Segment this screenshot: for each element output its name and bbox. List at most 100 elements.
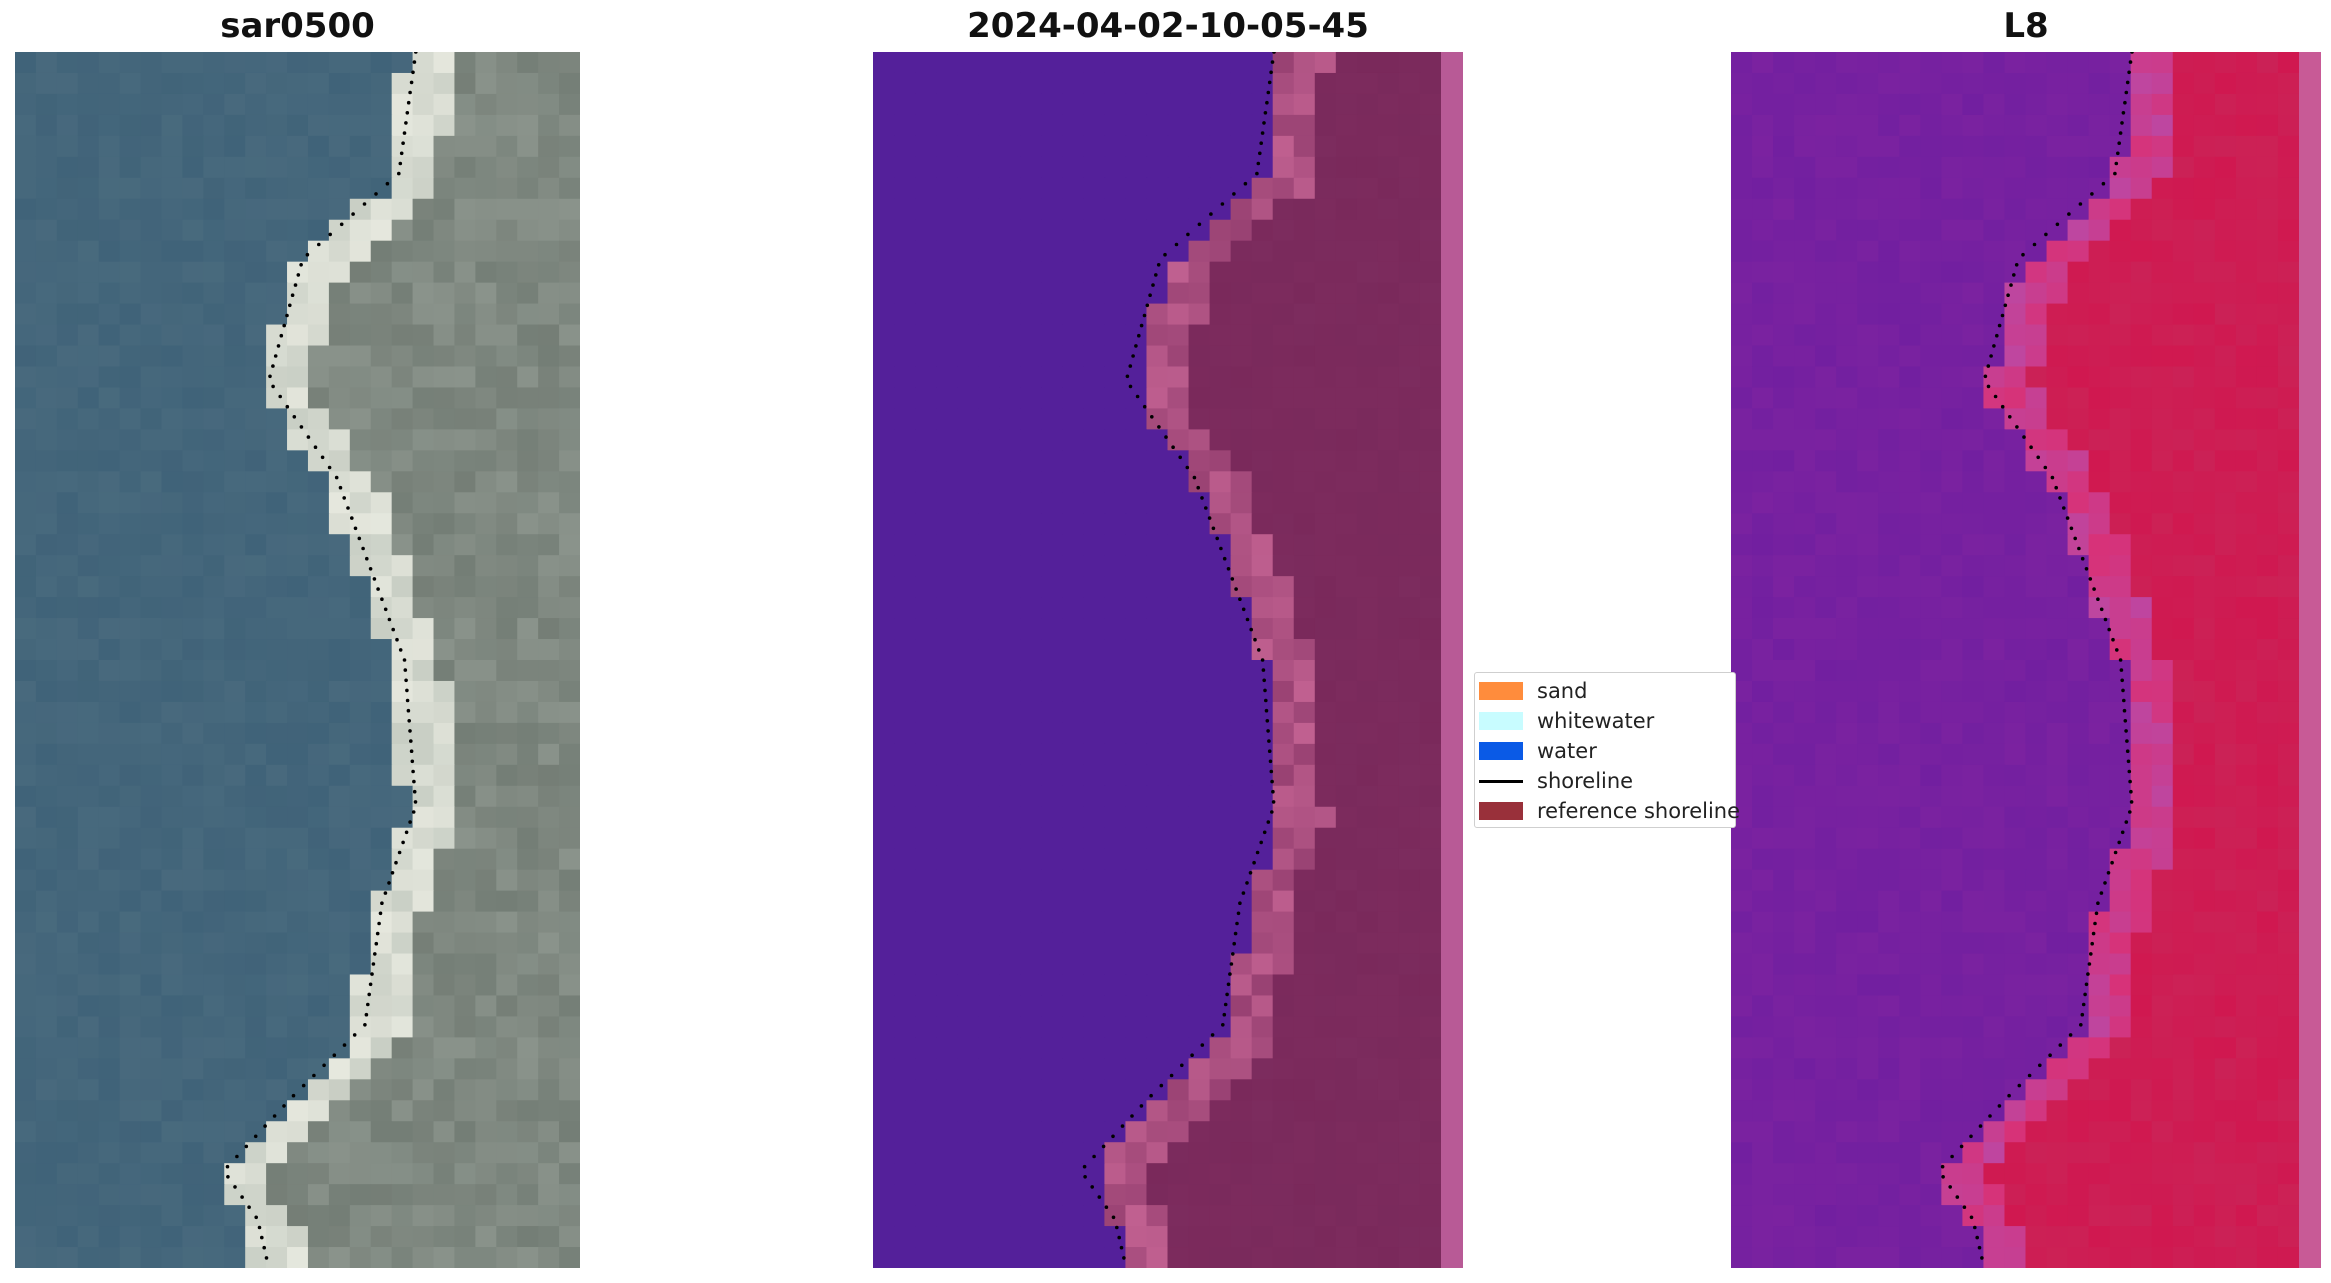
image-pixel: [2172, 366, 2195, 389]
image-pixel: [1962, 995, 1985, 1018]
image-pixel: [328, 1100, 351, 1122]
image-pixel: [1314, 471, 1337, 493]
image-pixel: [1983, 974, 2006, 997]
image-pixel: [1020, 261, 1042, 284]
image-pixel: [1335, 932, 1358, 955]
image-pixel: [2256, 1058, 2279, 1080]
image-pixel: [2004, 848, 2027, 871]
image-pixel: [161, 995, 184, 1018]
image-pixel: [2088, 1058, 2111, 1080]
image-pixel: [1167, 114, 1190, 137]
image-pixel: [1419, 513, 1442, 535]
image-pixel: [77, 1016, 100, 1038]
shoreline-dot: [282, 323, 287, 328]
image-pixel: [287, 995, 309, 1018]
image-pixel: [1188, 429, 1211, 451]
image-pixel: [517, 995, 539, 1018]
image-pixel: [999, 932, 1021, 955]
image-pixel: [2004, 869, 2027, 892]
image-pixel: [307, 911, 330, 934]
image-pixel: [1062, 387, 1084, 410]
image-pixel: [77, 764, 100, 787]
image-pixel: [2004, 1226, 2027, 1248]
shoreline-dot: [402, 658, 407, 662]
image-pixel: [203, 806, 225, 829]
image-pixel: [1419, 282, 1442, 305]
image-pixel: [1398, 639, 1421, 661]
image-pixel: [1293, 324, 1316, 347]
shoreline-dot: [2121, 111, 2126, 115]
image-pixel: [894, 764, 916, 787]
shoreline-dot: [409, 749, 414, 753]
image-pixel: [1314, 932, 1337, 955]
image-pixel: [1188, 72, 1211, 95]
image-pixel: [1314, 261, 1337, 284]
image-pixel: [161, 1016, 184, 1038]
image-pixel: [1419, 827, 1442, 850]
image-pixel: [77, 618, 100, 640]
image-pixel: [1794, 827, 1816, 850]
image-pixel: [224, 890, 246, 913]
image-pixel: [978, 785, 1000, 808]
image-pixel: [1251, 219, 1274, 242]
image-pixel: [328, 471, 351, 493]
image-pixel: [2109, 219, 2132, 242]
image-pixel: [2025, 1163, 2048, 1185]
image-pixel: [1983, 639, 2006, 661]
image-pixel: [1899, 764, 1921, 787]
image-pixel: [77, 1205, 100, 1227]
image-pixel: [999, 597, 1021, 619]
image-pixel: [517, 408, 539, 430]
image-pixel: [224, 869, 246, 892]
image-pixel: [1983, 701, 2006, 724]
image-pixel: [1857, 618, 1879, 640]
image-pixel: [391, 492, 414, 514]
image-pixel: [328, 135, 351, 158]
image-pixel: [2235, 974, 2258, 997]
image-pixel: [1335, 534, 1358, 556]
image-pixel: [999, 995, 1021, 1018]
image-pixel: [2025, 1016, 2048, 1038]
shoreline-dot: [375, 931, 380, 936]
image-pixel: [1815, 240, 1837, 263]
image-pixel: [1209, 282, 1232, 305]
image-pixel: [1146, 1142, 1169, 1164]
image-pixel: [307, 764, 330, 787]
image-pixel: [1773, 974, 1795, 997]
image-pixel: [1857, 848, 1879, 871]
image-pixel: [161, 303, 184, 326]
image-pixel: [182, 52, 204, 74]
image-pixel: [119, 1184, 142, 1206]
image-pixel: [454, 743, 476, 766]
image-pixel: [56, 555, 79, 577]
image-pixel: [161, 1142, 184, 1164]
image-pixel: [245, 366, 267, 389]
image-pixel: [2046, 1037, 2069, 1059]
image-pixel: [370, 135, 393, 158]
image-pixel: [1899, 1121, 1921, 1143]
image-pixel: [2214, 1205, 2237, 1227]
image-pixel: [517, 597, 539, 619]
image-pixel: [2046, 366, 2069, 389]
image-pixel: [2172, 408, 2195, 430]
image-pixel: [475, 1058, 497, 1080]
shoreline-dot: [2000, 313, 2005, 318]
image-pixel: [349, 450, 372, 472]
image-pixel: [1167, 1163, 1190, 1185]
image-pixel: [999, 974, 1021, 997]
image-pixel: [203, 471, 225, 493]
image-pixel: [2172, 1205, 2195, 1227]
image-pixel: [1983, 785, 2006, 808]
image-pixel: [559, 156, 580, 179]
image-pixel: [894, 72, 916, 95]
image-pixel: [559, 513, 580, 535]
image-pixel: [245, 156, 267, 179]
image-pixel: [1377, 722, 1400, 745]
image-pixel: [1878, 1226, 1900, 1248]
image-pixel: [287, 1016, 309, 1038]
image-pixel: [1209, 764, 1232, 787]
image-pixel: [2256, 1037, 2279, 1059]
image-pixel: [287, 1247, 309, 1268]
image-pixel: [1731, 806, 1753, 829]
image-pixel: [2025, 52, 2048, 74]
